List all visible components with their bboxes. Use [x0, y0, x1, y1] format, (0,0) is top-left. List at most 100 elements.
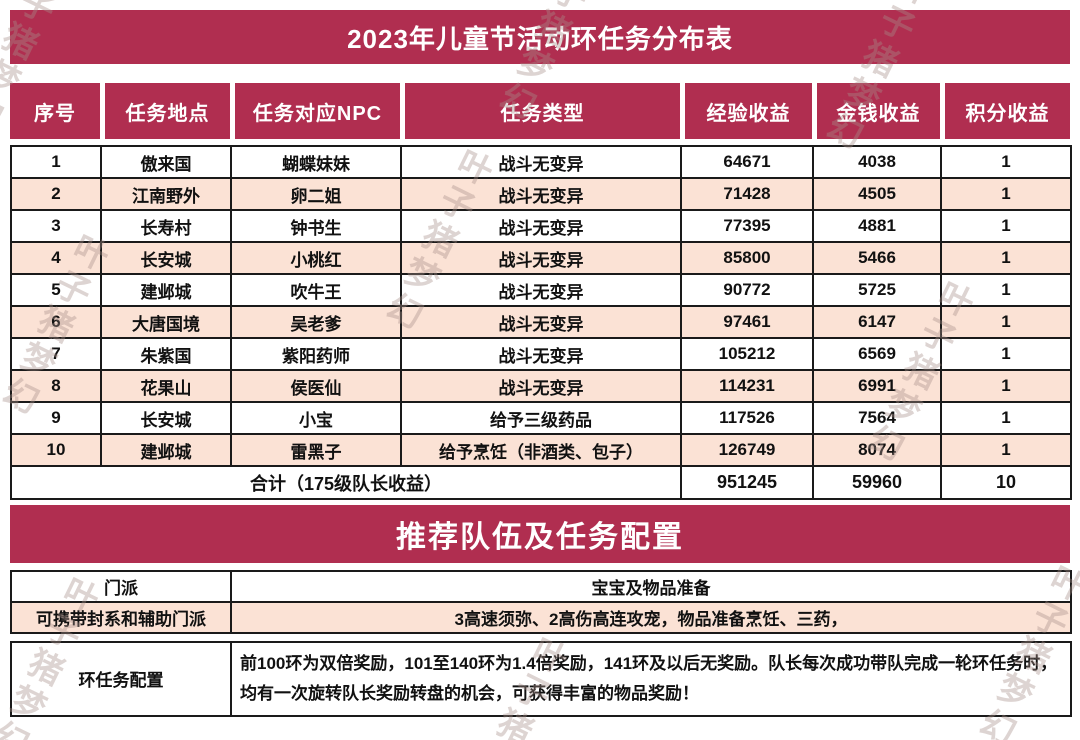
config-label: 可携带封系和辅助门派	[10, 601, 232, 634]
cell-npc: 蝴蝶妹妹	[230, 145, 402, 179]
config-label: 门派	[10, 570, 232, 603]
cell-index: 4	[10, 241, 102, 275]
cell-npc: 紫阳药师	[230, 337, 402, 371]
cell-type: 战斗无变异	[400, 209, 682, 243]
total-label: 合计（175级队长收益）	[10, 465, 682, 500]
cell-money: 6569	[812, 337, 942, 371]
cell-type: 战斗无变异	[400, 241, 682, 275]
task-row: 7 朱紫国 紫阳药师 战斗无变异 105212 6569 1	[10, 337, 1072, 371]
cell-exp: 90772	[680, 273, 814, 307]
total-exp: 951245	[680, 465, 814, 500]
team-config-table: 门派 宝宝及物品准备 可携带封系和辅助门派 3高速须弥、2高伤高连攻宠，物品准备…	[10, 570, 1072, 634]
cell-exp: 71428	[680, 177, 814, 211]
cell-points: 1	[940, 401, 1072, 435]
cell-index: 7	[10, 337, 102, 371]
cell-points: 1	[940, 177, 1072, 211]
config-row: 门派 宝宝及物品准备	[10, 570, 1072, 603]
header-cell-points: 积分收益	[940, 83, 1070, 139]
cell-points: 1	[940, 433, 1072, 467]
cell-npc: 钟书生	[230, 209, 402, 243]
cell-money: 5725	[812, 273, 942, 307]
header-cell-location: 任务地点	[100, 83, 230, 139]
content: 2023年儿童节活动环任务分布表 序号 任务地点 任务对应NPC 任务类型 经验…	[10, 10, 1072, 717]
cell-type: 战斗无变异	[400, 305, 682, 339]
cell-npc: 吴老爹	[230, 305, 402, 339]
cell-location: 长安城	[100, 241, 232, 275]
task-row: 5 建邺城 吹牛王 战斗无变异 90772 5725 1	[10, 273, 1072, 307]
cell-index: 8	[10, 369, 102, 403]
task-row: 10 建邺城 雷黑子 给予烹饪（非酒类、包子） 126749 8074 1	[10, 433, 1072, 467]
config-label: 环任务配置	[10, 641, 232, 717]
cell-location: 傲来国	[100, 145, 232, 179]
ring-config-table: 环任务配置 前100环为双倍奖励，101至140环为1.4倍奖励，141环及以后…	[10, 641, 1072, 717]
cell-index: 9	[10, 401, 102, 435]
cell-npc: 雷黑子	[230, 433, 402, 467]
config-value: 3高速须弥、2高伤高连攻宠，物品准备烹饪、三药，	[230, 601, 1072, 634]
cell-type: 给予三级药品	[400, 401, 682, 435]
cell-type: 给予烹饪（非酒类、包子）	[400, 433, 682, 467]
cell-npc: 卵二姐	[230, 177, 402, 211]
cell-exp: 85800	[680, 241, 814, 275]
cell-money: 6991	[812, 369, 942, 403]
task-row: 3 长寿村 钟书生 战斗无变异 77395 4881 1	[10, 209, 1072, 243]
cell-money: 5466	[812, 241, 942, 275]
cell-npc: 侯医仙	[230, 369, 402, 403]
cell-points: 1	[940, 337, 1072, 371]
cell-type: 战斗无变异	[400, 337, 682, 371]
cell-index: 6	[10, 305, 102, 339]
cell-points: 1	[940, 273, 1072, 307]
cell-money: 4881	[812, 209, 942, 243]
task-row: 6 大唐国境 吴老爹 战斗无变异 97461 6147 1	[10, 305, 1072, 339]
cell-npc: 小宝	[230, 401, 402, 435]
cell-money: 4505	[812, 177, 942, 211]
task-row: 1 傲来国 蝴蝶妹妹 战斗无变异 64671 4038 1	[10, 145, 1072, 179]
config-row: 可携带封系和辅助门派 3高速须弥、2高伤高连攻宠，物品准备烹饪、三药，	[10, 601, 1072, 634]
task-row: 8 花果山 侯医仙 战斗无变异 114231 6991 1	[10, 369, 1072, 403]
cell-location: 长安城	[100, 401, 232, 435]
cell-points: 1	[940, 241, 1072, 275]
total-row: 合计（175级队长收益） 951245 59960 10	[10, 465, 1072, 500]
cell-npc: 吹牛王	[230, 273, 402, 307]
cell-location: 长寿村	[100, 209, 232, 243]
cell-points: 1	[940, 145, 1072, 179]
task-row: 9 长安城 小宝 给予三级药品 117526 7564 1	[10, 401, 1072, 435]
config-value: 前100环为双倍奖励，101至140环为1.4倍奖励，141环及以后无奖励。队长…	[230, 641, 1072, 717]
cell-type: 战斗无变异	[400, 145, 682, 179]
cell-location: 江南野外	[100, 177, 232, 211]
cell-index: 1	[10, 145, 102, 179]
main-table: 1 傲来国 蝴蝶妹妹 战斗无变异 64671 4038 1 2 江南野外 卵二姐…	[10, 145, 1072, 500]
total-money: 59960	[812, 465, 942, 500]
cell-location: 朱紫国	[100, 337, 232, 371]
main-table-header-row: 序号 任务地点 任务对应NPC 任务类型 经验收益 金钱收益 积分收益	[10, 83, 1070, 139]
config-value: 宝宝及物品准备	[230, 570, 1072, 603]
task-row: 4 长安城 小桃红 战斗无变异 85800 5466 1	[10, 241, 1072, 275]
cell-location: 大唐国境	[100, 305, 232, 339]
page-title: 2023年儿童节活动环任务分布表	[10, 10, 1070, 64]
cell-points: 1	[940, 209, 1072, 243]
header-cell-type: 任务类型	[400, 83, 680, 139]
cell-money: 7564	[812, 401, 942, 435]
cell-type: 战斗无变异	[400, 177, 682, 211]
config-row: 环任务配置 前100环为双倍奖励，101至140环为1.4倍奖励，141环及以后…	[10, 641, 1072, 717]
header-cell-money: 金钱收益	[812, 83, 940, 139]
cell-npc: 小桃红	[230, 241, 402, 275]
cell-index: 3	[10, 209, 102, 243]
section2-title: 推荐队伍及任务配置	[10, 505, 1070, 563]
header-cell-index: 序号	[10, 83, 100, 139]
cell-type: 战斗无变异	[400, 273, 682, 307]
header-cell-npc: 任务对应NPC	[230, 83, 400, 139]
task-row: 2 江南野外 卵二姐 战斗无变异 71428 4505 1	[10, 177, 1072, 211]
cell-points: 1	[940, 369, 1072, 403]
cell-exp: 117526	[680, 401, 814, 435]
cell-exp: 126749	[680, 433, 814, 467]
cell-money: 6147	[812, 305, 942, 339]
cell-exp: 114231	[680, 369, 814, 403]
cell-points: 1	[940, 305, 1072, 339]
cell-money: 8074	[812, 433, 942, 467]
cell-type: 战斗无变异	[400, 369, 682, 403]
total-points: 10	[940, 465, 1072, 500]
cell-location: 建邺城	[100, 273, 232, 307]
cell-location: 花果山	[100, 369, 232, 403]
cell-exp: 64671	[680, 145, 814, 179]
cell-exp: 77395	[680, 209, 814, 243]
